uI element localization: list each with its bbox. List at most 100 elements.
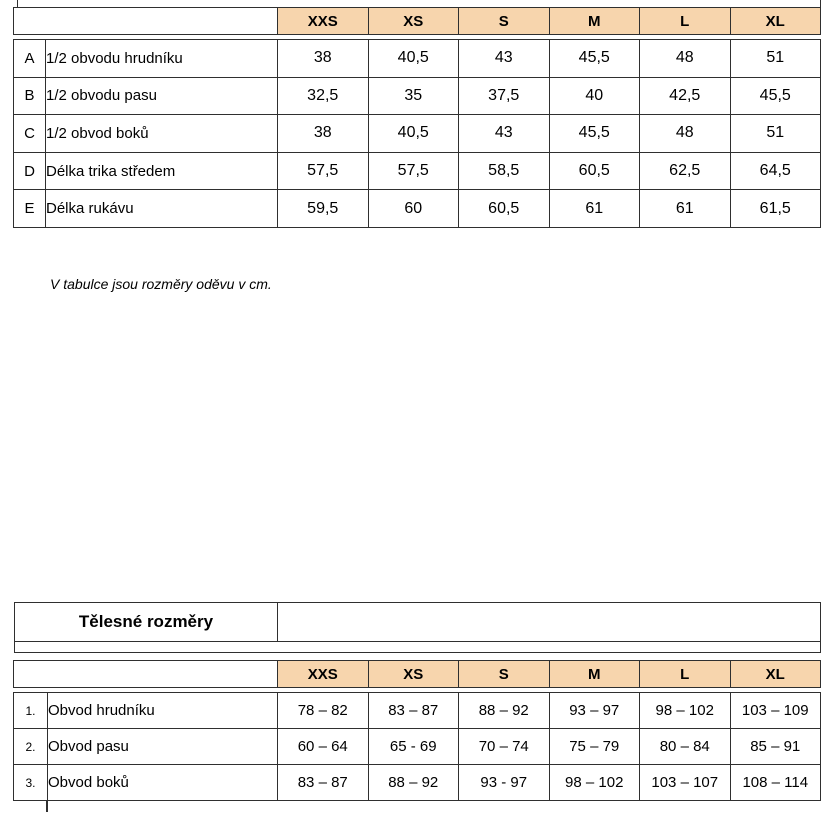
row-code: E: [13, 189, 46, 228]
header-blank-cell: [13, 660, 278, 688]
row-code: 3.: [13, 764, 48, 801]
value-cell: 60,5: [548, 151, 640, 191]
value-cell: 61: [548, 189, 640, 228]
size-header-xxs: XXS: [277, 7, 369, 35]
value-cell: 65 - 69: [367, 728, 459, 765]
size-header-xl: XL: [729, 660, 821, 688]
value-cell: 40,5: [367, 39, 459, 78]
table-row: A 1/2 obvodu hrudníku 38 40,5 43 45,5 48…: [13, 39, 821, 78]
table-row: E Délka rukávu 59,5 60 60,5 61 61 61,5: [13, 189, 821, 228]
value-cell: 59,5: [277, 189, 369, 228]
value-cell: 43: [458, 39, 550, 78]
value-cell: 83 – 87: [277, 764, 369, 801]
row-label: 1/2 obvodu hrudníku: [45, 39, 278, 78]
value-cell: 88 – 92: [458, 692, 550, 729]
row-label: 1/2 obvodu pasu: [45, 76, 278, 116]
value-cell: 38: [277, 114, 369, 153]
row-code: B: [13, 76, 46, 116]
value-cell: 62,5: [639, 151, 731, 191]
value-cell: 42,5: [639, 76, 731, 116]
header-blank-cell: [13, 7, 278, 35]
row-code: C: [13, 114, 46, 153]
row-code: A: [13, 39, 46, 78]
value-cell: 57,5: [277, 151, 369, 191]
size-header-xxs: XXS: [277, 660, 369, 688]
table-row: C 1/2 obvod boků 38 40,5 43 45,5 48 51: [13, 114, 821, 153]
row-label: Délka rukávu: [45, 189, 278, 228]
table-row: B 1/2 obvodu pasu 32,5 35 37,5 40 42,5 4…: [13, 76, 821, 116]
body-measurements-table: 1. Obvod hrudníku 78 – 82 83 – 87 88 – 9…: [13, 692, 821, 801]
cut-off-divider-fragment: [46, 801, 48, 812]
size-header-row: XXS XS S M L XL: [13, 7, 821, 35]
size-header-s: S: [458, 660, 550, 688]
table-row: 3. Obvod boků 83 – 87 88 – 92 93 - 97 98…: [13, 764, 821, 801]
value-cell: 61: [639, 189, 731, 228]
value-cell: 45,5: [548, 39, 640, 78]
value-cell: 40: [548, 76, 640, 116]
value-cell: 88 – 92: [367, 764, 459, 801]
value-cell: 51: [729, 114, 821, 153]
size-header-m: M: [548, 7, 640, 35]
body-measurements-title-table: Tělesné rozměry: [14, 602, 821, 642]
size-header-xs: XS: [367, 660, 459, 688]
garment-size-header-table: XXS XS S M L XL: [13, 7, 821, 35]
row-label: Délka trika středem: [45, 151, 278, 191]
value-cell: 83 – 87: [367, 692, 459, 729]
value-cell: 93 - 97: [458, 764, 550, 801]
value-cell: 32,5: [277, 76, 369, 116]
value-cell: 60 – 64: [277, 728, 369, 765]
row-code: D: [13, 151, 46, 191]
row-label: Obvod hrudníku: [47, 692, 278, 729]
value-cell: 93 – 97: [548, 692, 640, 729]
value-cell: 108 – 114: [729, 764, 821, 801]
title-empty-cell: [277, 602, 821, 642]
size-header-row: XXS XS S M L XL: [13, 660, 821, 688]
row-label: Obvod boků: [47, 764, 278, 801]
value-cell: 60: [367, 189, 459, 228]
value-cell: 48: [639, 39, 731, 78]
value-cell: 38: [277, 39, 369, 78]
value-cell: 37,5: [458, 76, 550, 116]
row-label: 1/2 obvod boků: [45, 114, 278, 153]
value-cell: 70 – 74: [458, 728, 550, 765]
garment-measurements-table: A 1/2 obvodu hrudníku 38 40,5 43 45,5 48…: [13, 39, 821, 228]
size-header-xs: XS: [367, 7, 459, 35]
body-measurements-title: Tělesné rozměry: [14, 602, 278, 642]
value-cell: 51: [729, 39, 821, 78]
size-header-l: L: [639, 660, 731, 688]
value-cell: 98 – 102: [548, 764, 640, 801]
table-row: 1. Obvod hrudníku 78 – 82 83 – 87 88 – 9…: [13, 692, 821, 729]
value-cell: 78 – 82: [277, 692, 369, 729]
size-header-m: M: [548, 660, 640, 688]
size-header-l: L: [639, 7, 731, 35]
table-row: D Délka trika středem 57,5 57,5 58,5 60,…: [13, 151, 821, 191]
value-cell: 103 – 107: [639, 764, 731, 801]
size-header-xl: XL: [729, 7, 821, 35]
row-label: Obvod pasu: [47, 728, 278, 765]
row-code: 2.: [13, 728, 48, 765]
value-cell: 43: [458, 114, 550, 153]
table-row: 2. Obvod pasu 60 – 64 65 - 69 70 – 74 75…: [13, 728, 821, 765]
value-cell: 75 – 79: [548, 728, 640, 765]
value-cell: 35: [367, 76, 459, 116]
value-cell: 58,5: [458, 151, 550, 191]
value-cell: 98 – 102: [639, 692, 731, 729]
row-code: 1.: [13, 692, 48, 729]
size-header-s: S: [458, 7, 550, 35]
title-row: Tělesné rozměry: [14, 602, 821, 642]
value-cell: 40,5: [367, 114, 459, 153]
value-cell: 80 – 84: [639, 728, 731, 765]
value-cell: 57,5: [367, 151, 459, 191]
value-cell: 45,5: [729, 76, 821, 116]
value-cell: 103 – 109: [729, 692, 821, 729]
value-cell: 48: [639, 114, 731, 153]
value-cell: 60,5: [458, 189, 550, 228]
units-note: V tabulce jsou rozměry oděvu v cm.: [50, 276, 272, 292]
body-size-header-table: XXS XS S M L XL: [13, 660, 821, 688]
value-cell: 85 – 91: [729, 728, 821, 765]
cut-off-row-fragment: [17, 0, 821, 7]
empty-band: [14, 642, 821, 653]
value-cell: 61,5: [729, 189, 821, 228]
value-cell: 64,5: [729, 151, 821, 191]
